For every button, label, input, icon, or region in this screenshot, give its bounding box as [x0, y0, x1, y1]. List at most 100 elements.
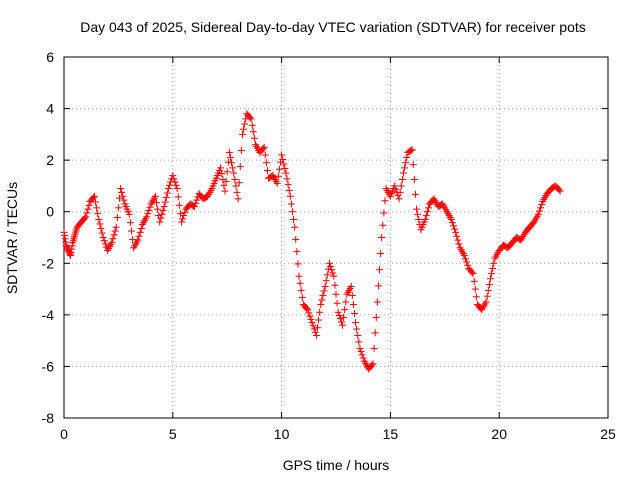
- data-point: [248, 121, 256, 129]
- axis-ticks: [63, 56, 609, 419]
- data-point: [158, 210, 166, 218]
- data-point: [282, 169, 290, 177]
- data-point: [119, 192, 127, 200]
- data-point: [240, 125, 248, 133]
- data-point: [285, 186, 293, 194]
- data-point: [247, 115, 255, 123]
- data-point: [454, 236, 462, 244]
- data-point: [410, 175, 418, 183]
- data-point: [112, 223, 120, 231]
- data-point: [249, 128, 257, 136]
- data-point: [472, 293, 480, 301]
- data-point: [355, 338, 363, 346]
- data-point: [229, 164, 237, 172]
- data-point: [396, 188, 404, 196]
- data-point: [556, 187, 564, 195]
- data-point: [84, 205, 92, 213]
- data-point: [238, 130, 246, 138]
- data-point: [288, 208, 296, 216]
- data-point: [193, 196, 201, 204]
- data-point: [398, 175, 406, 183]
- data-point: [233, 188, 241, 196]
- data-point: [334, 308, 342, 316]
- data-point: [371, 329, 379, 337]
- data-point: [101, 240, 109, 248]
- data-point: [411, 190, 419, 198]
- data-point: [284, 181, 292, 189]
- data-point: [424, 204, 432, 212]
- data-point: [332, 290, 340, 298]
- data-point: [349, 301, 357, 309]
- data-point: [403, 154, 411, 162]
- data-point: [273, 179, 281, 187]
- x-tick-label: 10: [274, 426, 290, 442]
- data-point: [423, 208, 431, 216]
- data-point: [341, 306, 349, 314]
- data-point: [178, 218, 186, 226]
- y-tick-labels: -8 -6 -4 -2 0 2 4 6: [42, 49, 55, 426]
- data-point: [192, 199, 200, 207]
- data-point: [129, 235, 137, 243]
- y-tick-label: 0: [46, 204, 54, 220]
- y-tick-label: -4: [42, 307, 55, 323]
- data-point: [297, 286, 305, 294]
- data-point: [225, 148, 233, 156]
- data-point: [330, 272, 338, 280]
- data-point: [217, 164, 225, 172]
- x-tick-label: 25: [600, 426, 616, 442]
- data-point: [283, 175, 291, 183]
- data-point: [335, 312, 343, 320]
- data-point: [537, 204, 545, 212]
- data-point: [180, 212, 188, 220]
- data-point: [303, 304, 311, 312]
- data-point: [391, 182, 399, 190]
- data-point: [307, 315, 315, 323]
- data-point: [164, 185, 172, 193]
- data-point: [337, 318, 345, 326]
- data-point: [274, 172, 282, 180]
- data-point: [263, 166, 271, 174]
- data-point: [339, 321, 347, 329]
- data-point: [450, 222, 458, 230]
- data-point: [308, 319, 316, 327]
- data-point: [408, 146, 416, 154]
- data-point: [296, 279, 304, 287]
- data-point: [380, 209, 388, 217]
- data-point: [117, 185, 125, 193]
- data-point: [538, 201, 546, 209]
- data-point: [470, 277, 478, 285]
- data-point: [219, 175, 227, 183]
- data-point: [223, 168, 231, 176]
- data-point: [290, 215, 298, 223]
- data-point: [294, 260, 302, 268]
- data-point: [159, 206, 167, 214]
- data-point: [126, 219, 134, 227]
- data-point: [483, 292, 491, 300]
- data-point: [318, 296, 326, 304]
- data-point: [402, 159, 410, 167]
- plot-frame: [63, 56, 609, 419]
- data-point: [448, 219, 456, 227]
- data-point: [368, 361, 376, 369]
- data-point: [489, 264, 497, 272]
- data-point: [137, 224, 145, 232]
- data-point: [534, 210, 542, 218]
- data-point: [306, 312, 314, 320]
- data-point: [316, 308, 324, 316]
- data-point: [291, 223, 299, 231]
- data-point: [179, 215, 187, 223]
- data-point: [89, 194, 97, 202]
- y-tick-label: -2: [42, 255, 55, 271]
- data-point: [170, 175, 178, 183]
- data-point: [232, 182, 240, 190]
- data-point: [310, 325, 318, 333]
- data-point: [230, 169, 238, 177]
- data-point: [278, 151, 286, 159]
- data-point: [220, 181, 228, 189]
- data-point: [98, 229, 106, 237]
- data-point: [314, 324, 322, 332]
- data-point: [312, 331, 320, 339]
- data-point: [99, 234, 107, 241]
- data-point: [152, 199, 160, 207]
- y-tick-label: 4: [46, 101, 54, 117]
